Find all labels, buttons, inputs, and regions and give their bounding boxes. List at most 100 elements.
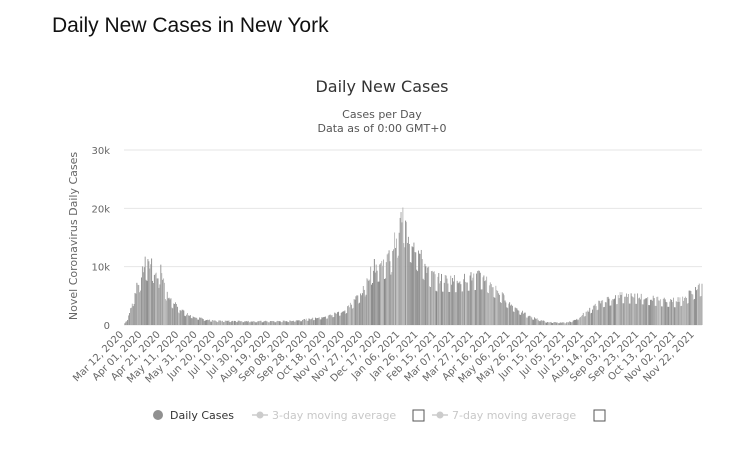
daily-case-bar xyxy=(164,299,166,325)
daily-case-bar xyxy=(210,321,211,325)
daily-case-bar xyxy=(588,311,590,325)
daily-case-bar xyxy=(126,321,128,325)
daily-case-bar xyxy=(135,293,137,325)
daily-case-bar xyxy=(336,313,338,325)
daily-case-bar xyxy=(492,287,494,325)
daily-case-bar xyxy=(190,318,192,325)
daily-case-bar xyxy=(406,222,408,325)
y-axis-ticks: 0 10k 20k 30k xyxy=(91,146,110,332)
daily-case-bar xyxy=(140,290,142,325)
daily-case-bar xyxy=(168,297,170,325)
daily-case-bar xyxy=(169,299,171,325)
daily-case-bar xyxy=(615,295,616,325)
daily-case-bar xyxy=(605,302,607,325)
daily-case-bar xyxy=(208,320,210,325)
daily-case-bar xyxy=(653,298,655,325)
daily-case-bar xyxy=(188,315,190,325)
daily-case-bar xyxy=(260,320,262,325)
daily-case-bar xyxy=(280,322,282,325)
daily-case-bar xyxy=(550,321,552,325)
daily-case-bar xyxy=(679,297,681,325)
daily-case-bar xyxy=(183,310,185,325)
daily-case-bar xyxy=(621,292,623,325)
daily-case-bar xyxy=(618,298,620,325)
daily-case-bar xyxy=(227,321,229,325)
daily-case-bar xyxy=(263,321,265,325)
legend-checkbox-7day[interactable] xyxy=(593,409,606,422)
daily-case-bar xyxy=(498,293,500,325)
daily-case-bar xyxy=(249,322,251,325)
daily-case-bar xyxy=(648,305,650,325)
daily-case-bar xyxy=(661,306,663,325)
daily-case-bar xyxy=(591,312,593,325)
daily-case-bar xyxy=(445,275,447,325)
daily-case-bar xyxy=(551,323,553,325)
daily-case-bar xyxy=(665,301,667,325)
daily-case-bar xyxy=(646,298,648,325)
daily-case-bar xyxy=(655,305,657,325)
daily-case-bar xyxy=(643,299,645,325)
daily-case-bar xyxy=(424,263,426,325)
daily-case-bar xyxy=(468,290,470,325)
daily-case-bar xyxy=(695,287,697,325)
daily-case-bar xyxy=(349,302,351,325)
daily-case-bar xyxy=(557,323,559,325)
daily-case-bar xyxy=(416,269,418,325)
daily-case-bar xyxy=(132,306,134,325)
daily-case-bar xyxy=(493,297,495,325)
daily-case-bar xyxy=(394,232,396,325)
daily-case-bar xyxy=(654,305,656,325)
daily-case-bar xyxy=(441,291,443,325)
daily-case-bar xyxy=(603,307,604,325)
daily-case-bar xyxy=(571,322,573,325)
daily-case-bar xyxy=(322,317,324,325)
daily-case-bar xyxy=(656,296,658,325)
daily-case-bar xyxy=(427,267,429,325)
daily-case-bar xyxy=(500,302,502,325)
daily-case-bar xyxy=(481,289,483,325)
daily-case-bar xyxy=(359,302,361,325)
daily-case-bar xyxy=(561,322,563,325)
daily-case-bar xyxy=(647,296,649,325)
daily-case-bar xyxy=(133,304,135,325)
daily-case-bar xyxy=(589,307,591,325)
daily-case-bar xyxy=(224,320,226,325)
legend-label-3day[interactable]: 3-day moving average xyxy=(272,409,396,422)
daily-case-bar xyxy=(376,270,378,325)
daily-case-bar xyxy=(397,255,399,325)
legend-label-daily-cases[interactable]: Daily Cases xyxy=(170,409,234,422)
daily-case-bar xyxy=(595,306,597,325)
daily-case-bar xyxy=(699,296,701,325)
daily-case-bar xyxy=(454,292,456,325)
legend-label-7day[interactable]: 7-day moving average xyxy=(452,409,576,422)
daily-case-bar xyxy=(628,303,630,325)
daily-case-bar xyxy=(199,317,201,325)
daily-case-bar xyxy=(130,307,132,325)
daily-case-bar xyxy=(696,289,698,325)
daily-case-bar xyxy=(306,320,308,325)
daily-case-bar xyxy=(318,317,320,325)
y-tick-label: 20k xyxy=(91,204,110,215)
daily-case-bar xyxy=(471,280,473,325)
daily-case-bar xyxy=(153,275,155,325)
daily-case-bar xyxy=(389,261,391,325)
legend-checkbox-3day[interactable] xyxy=(412,409,425,422)
page-title: Daily New Cases in New York xyxy=(52,14,329,37)
daily-case-bar xyxy=(435,290,437,325)
daily-case-bar xyxy=(177,312,179,325)
daily-case-bar xyxy=(474,290,476,325)
daily-case-bar xyxy=(536,318,538,325)
daily-case-bar xyxy=(657,296,659,325)
daily-case-bar xyxy=(542,320,544,325)
daily-case-bar xyxy=(552,323,554,325)
daily-case-bar xyxy=(444,275,446,325)
daily-case-bar xyxy=(337,312,338,325)
daily-case-bar xyxy=(417,271,419,325)
daily-case-bar xyxy=(415,252,417,325)
daily-case-bar xyxy=(319,319,321,325)
daily-case-bar xyxy=(430,271,432,325)
daily-case-bar xyxy=(290,320,292,325)
daily-case-bar xyxy=(523,312,525,325)
daily-case-bar xyxy=(697,285,699,325)
daily-case-bar xyxy=(422,278,424,325)
